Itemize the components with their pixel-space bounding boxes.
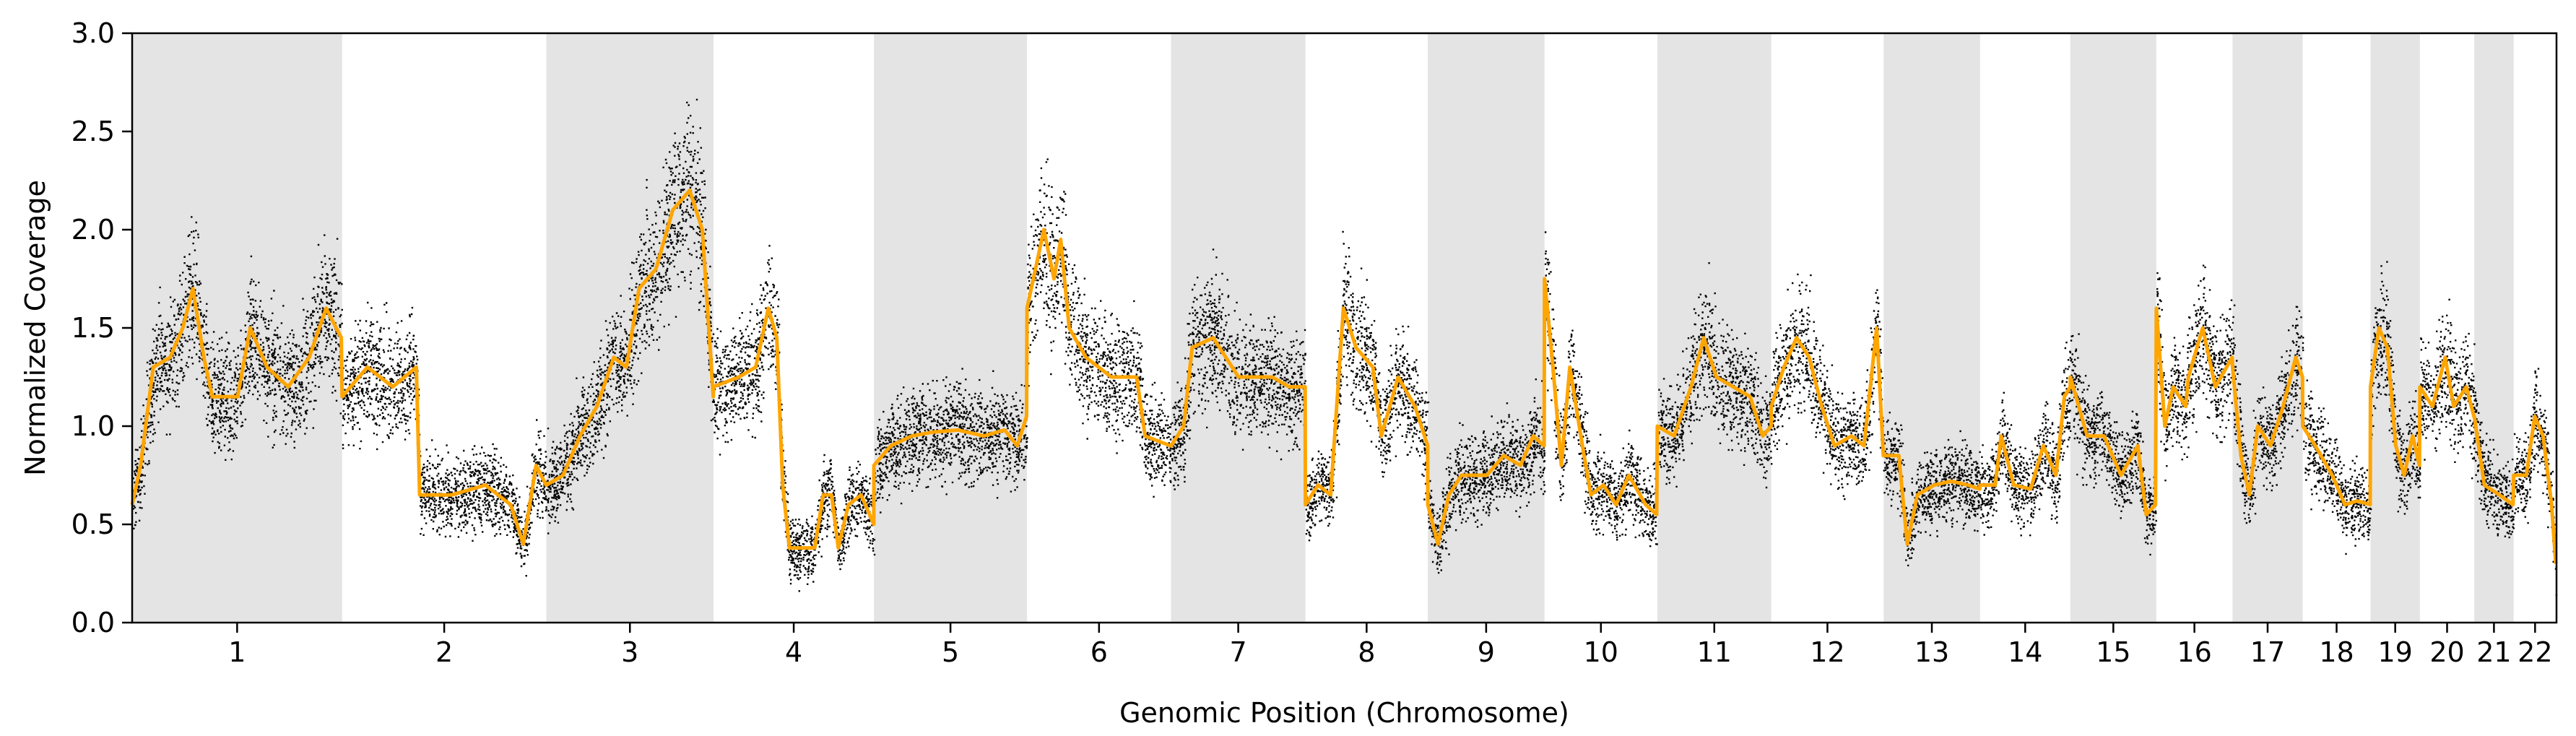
chromosome-band-13	[1883, 33, 1980, 623]
chromosome-band-5	[874, 33, 1028, 623]
chromosome-shading	[132, 33, 2514, 623]
chromosome-band-15	[2070, 33, 2156, 623]
x-tick-label-9: 9	[1478, 636, 1495, 668]
chromosome-band-1	[132, 33, 342, 623]
x-tick-label-10: 10	[1584, 636, 1618, 668]
x-tick-label-18: 18	[2319, 636, 2354, 668]
y-tick-label: 1.5	[71, 312, 115, 344]
x-tick-label-1: 1	[228, 636, 246, 668]
y-tick-label: 1.0	[71, 410, 115, 442]
x-ticks: 1 2 3 4 5 6 7 8 9 10 11 12 13 14 15 16 17 18 19 20 21 22	[228, 623, 2553, 668]
x-tick-label-22: 22	[2518, 636, 2552, 668]
x-tick-label-15: 15	[2096, 636, 2130, 668]
chromosome-band-7	[1171, 33, 1306, 623]
x-tick-label-13: 13	[1914, 636, 1949, 668]
x-tick-label-2: 2	[435, 636, 453, 668]
x-tick-label-11: 11	[1697, 636, 1732, 668]
chromosome-band-21	[2474, 33, 2514, 623]
x-tick-label-7: 7	[1229, 636, 1246, 668]
x-tick-label-3: 3	[621, 636, 638, 668]
y-ticks: 0.0 0.5 1.0 1.5 2.0 2.5 3.0	[71, 17, 132, 638]
y-axis-label: Normalized Coverage	[19, 180, 51, 476]
scatter-points	[132, 98, 2558, 597]
x-tick-label-19: 19	[2377, 636, 2412, 668]
chromosome-band-17	[2232, 33, 2303, 623]
x-tick-label-5: 5	[942, 636, 959, 668]
y-tick-label: 3.0	[71, 17, 115, 49]
x-tick-label-20: 20	[2429, 636, 2464, 668]
chromosome-band-11	[1657, 33, 1771, 623]
y-tick-label: 2.0	[71, 214, 115, 246]
x-tick-label-14: 14	[2008, 636, 2042, 668]
segment-lines	[130, 189, 2558, 564]
x-tick-label-4: 4	[785, 636, 802, 668]
chromosome-band-3	[546, 33, 714, 623]
x-axis-label: Genomic Position (Chromosome)	[1119, 697, 1569, 729]
chromosome-band-9	[1428, 33, 1545, 623]
coverage-points	[132, 98, 2558, 597]
x-tick-label-6: 6	[1090, 636, 1108, 668]
y-tick-label: 0.5	[71, 508, 115, 540]
x-tick-label-16: 16	[2177, 636, 2211, 668]
segment-line	[130, 189, 2558, 564]
x-tick-label-21: 21	[2476, 636, 2511, 668]
y-tick-label: 0.0	[71, 607, 115, 638]
x-tick-label-8: 8	[1358, 636, 1375, 668]
x-tick-label-17: 17	[2250, 636, 2285, 668]
x-tick-label-12: 12	[1810, 636, 1844, 668]
y-tick-label: 2.5	[71, 116, 115, 147]
